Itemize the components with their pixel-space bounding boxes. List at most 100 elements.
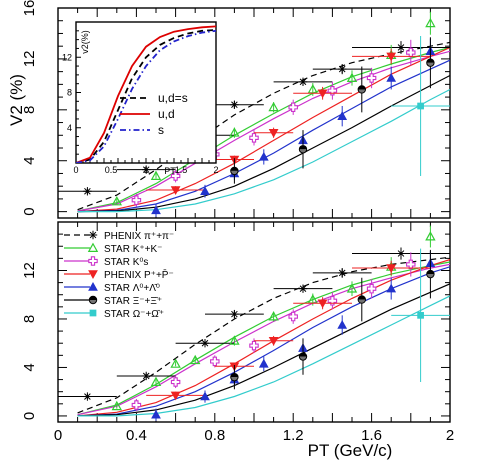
data-point — [298, 352, 308, 361]
inset-background — [76, 22, 216, 163]
data-point — [170, 171, 181, 181]
quark-legend-label: u,d=s — [158, 91, 188, 105]
data-point — [346, 283, 358, 293]
data-point — [357, 85, 366, 94]
y-tick-label: 8 — [21, 106, 38, 114]
quark-legend-label: u,d — [158, 107, 175, 121]
data-point — [229, 335, 240, 345]
plot-area — [76, 25, 216, 163]
x-tick-label: 1.6 — [361, 427, 382, 444]
data-point — [357, 295, 366, 304]
data-point — [230, 166, 239, 176]
axis-labels: V2 (%) PT (GeV/c) PT v2(%) — [7, 30, 392, 460]
data-point — [298, 145, 308, 154]
y-tick-label: 16 — [21, 0, 38, 16]
bottom-panel: 0 4 8 12 0 0.4 0.8 1.2 1.6 2 — [21, 221, 454, 444]
legend-label: STAR Ξ⁻+Ξ̄⁺ — [104, 296, 162, 307]
data-point — [337, 320, 348, 329]
data-point — [151, 205, 161, 215]
model-curve — [77, 295, 450, 417]
model-curve — [77, 46, 450, 212]
x-tick-label: 1.5 — [175, 165, 188, 175]
data-point — [288, 311, 298, 322]
data-point — [346, 72, 358, 82]
data-point — [83, 392, 92, 401]
data-point — [327, 85, 338, 96]
model-curve — [77, 283, 450, 417]
data-point — [386, 264, 397, 274]
legend-label: PHENIX π⁺+π⁻ — [104, 231, 174, 242]
data-point — [170, 358, 181, 368]
model-curve — [76, 29, 216, 163]
data-point — [317, 89, 328, 99]
y-tick-label: 4 — [21, 363, 38, 371]
y-tick-label: 0 — [21, 412, 38, 420]
inset-y-axis-label: v2(%) — [80, 30, 90, 54]
data-point — [230, 309, 239, 319]
data-point — [83, 187, 92, 196]
data-point — [327, 296, 338, 306]
y-tick-label: 8 — [67, 88, 72, 98]
data-point — [317, 299, 328, 309]
data-point — [338, 64, 347, 74]
data-point — [150, 170, 162, 180]
plot-area — [58, 225, 450, 421]
x-tick-label: 0 — [54, 427, 62, 444]
model-curve — [77, 59, 450, 213]
legend-label: STAR Λ⁰+Λ̄⁰ — [104, 283, 160, 294]
y-axis-label: V2 (%) — [7, 74, 26, 126]
data-point — [338, 268, 347, 278]
legend-label: STAR K⁰s — [104, 257, 148, 268]
data-point — [200, 339, 210, 348]
data-point — [366, 73, 377, 83]
data-point — [268, 101, 279, 112]
legend-label: STAR K⁺+K⁻ — [104, 244, 162, 255]
y-tick-label: 4 — [21, 157, 38, 165]
data-point — [298, 284, 308, 293]
model-curve — [77, 74, 450, 213]
y-tick-label: 4 — [67, 123, 72, 133]
model-curve — [77, 41, 450, 211]
data-point — [200, 186, 210, 196]
data-point — [268, 128, 279, 138]
legend-marker — [87, 242, 99, 252]
model-curve — [76, 29, 216, 163]
model-curve — [77, 88, 450, 213]
data-point — [406, 47, 416, 58]
data-point — [200, 391, 210, 401]
data-point — [142, 371, 151, 381]
data-point — [189, 354, 201, 365]
model-curve — [77, 50, 450, 212]
data-point — [249, 340, 259, 351]
data-point — [426, 269, 435, 279]
legend-marker — [88, 230, 98, 240]
legend-marker — [88, 256, 98, 266]
data-point — [151, 409, 161, 419]
model-curve — [77, 263, 450, 416]
data-point — [131, 400, 142, 410]
y-tick-label: 0 — [21, 207, 38, 215]
model-curve — [77, 46, 450, 213]
data-point — [386, 72, 397, 82]
model-curve — [77, 266, 450, 417]
data-point — [131, 195, 142, 205]
legend-marker — [88, 281, 98, 291]
legend-label: STAR Ω⁻+Ω̄⁺ — [104, 309, 164, 320]
x-tick-label: 2 — [213, 165, 218, 175]
legend-marker — [89, 309, 97, 317]
data-point — [111, 400, 123, 411]
data-point — [142, 165, 151, 174]
x-tick-label: 0.5 — [105, 165, 118, 175]
data-point — [111, 196, 123, 206]
data-point — [230, 100, 239, 109]
data-point — [268, 311, 279, 321]
data-point — [366, 283, 377, 294]
y-tick-label: 12 — [62, 52, 72, 62]
data-point — [337, 111, 348, 120]
legend-label: PHENIX P⁺+P̄⁻ — [104, 268, 174, 281]
legend-marker — [88, 270, 98, 280]
x-tick-label: 0.4 — [126, 427, 147, 444]
data-point — [258, 358, 269, 368]
data-point — [170, 186, 181, 196]
